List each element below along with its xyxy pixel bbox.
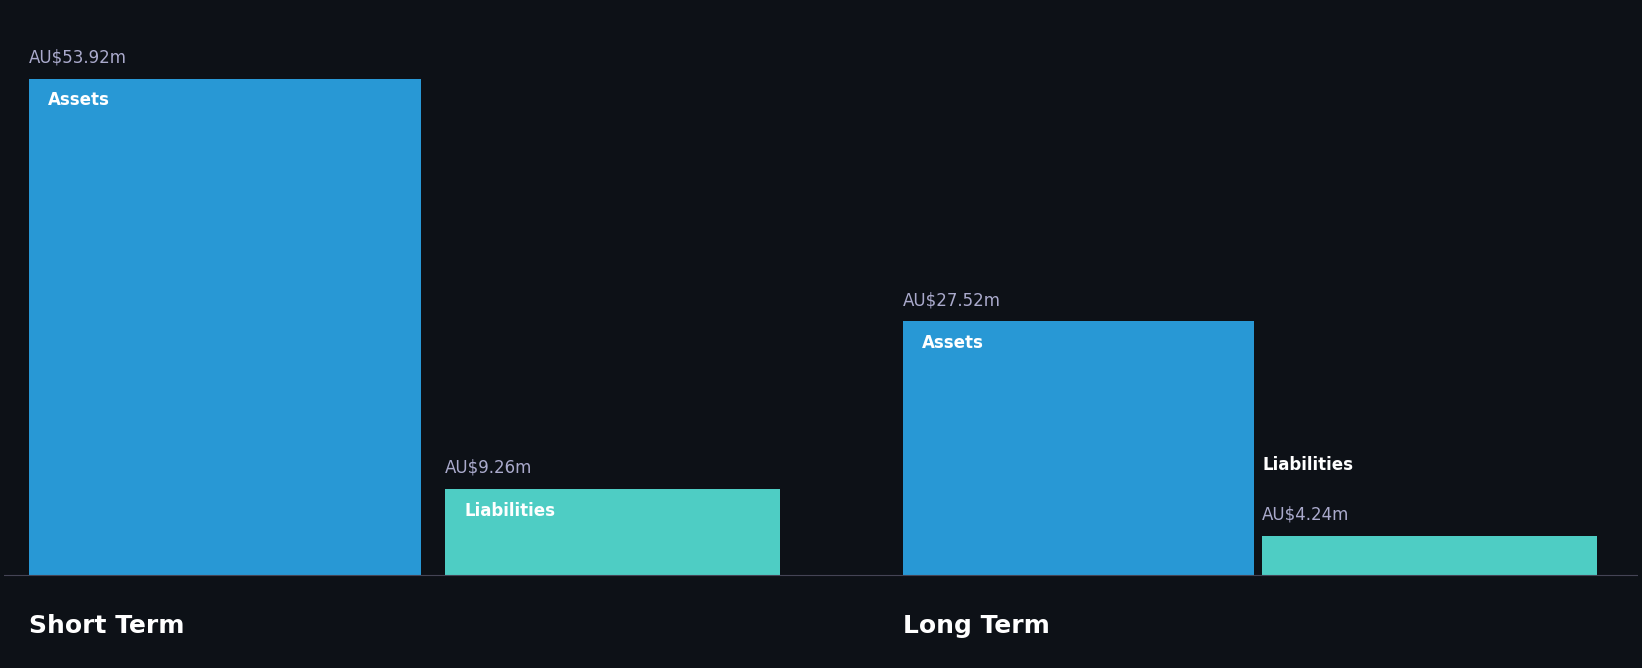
Text: AU$53.92m: AU$53.92m: [28, 48, 126, 66]
FancyBboxPatch shape: [28, 79, 420, 574]
Text: Assets: Assets: [48, 91, 110, 109]
Text: Liabilities: Liabilities: [1263, 456, 1353, 474]
Text: Long Term: Long Term: [903, 615, 1049, 638]
Text: AU$9.26m: AU$9.26m: [445, 459, 532, 477]
Text: AU$27.52m: AU$27.52m: [903, 291, 1000, 309]
Text: AU$4.24m: AU$4.24m: [1263, 505, 1350, 523]
Text: Assets: Assets: [923, 334, 984, 352]
Text: Short Term: Short Term: [28, 615, 184, 638]
FancyBboxPatch shape: [1263, 536, 1598, 574]
FancyBboxPatch shape: [903, 321, 1254, 574]
Text: Liabilities: Liabilities: [465, 502, 557, 520]
FancyBboxPatch shape: [445, 490, 780, 574]
